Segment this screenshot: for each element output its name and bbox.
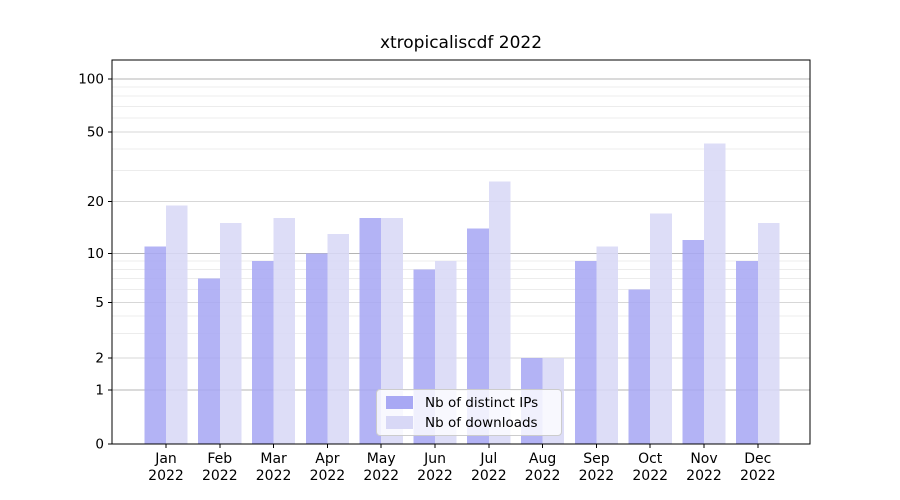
- x-tick-label: Nov 2022: [686, 451, 722, 484]
- legend-swatch-downloads: [386, 416, 413, 429]
- chart-title: xtropicaliscdf 2022: [379, 33, 543, 53]
- x-tick-label: Dec 2022: [740, 451, 776, 484]
- bar-jan-distinct-ips: [144, 246, 166, 444]
- x-tick-label: Jan 2022: [148, 451, 184, 484]
- legend-label-distinct-ips: Nb of distinct IPs: [425, 394, 539, 411]
- bar-apr-downloads: [327, 233, 349, 444]
- bar-sep-distinct-ips: [574, 260, 597, 444]
- y-tick-label: 1: [95, 383, 104, 399]
- x-axis: Jan 2022 Feb 2022 Mar 2022 Apr 2022 May 2022 Jun 20…: [148, 444, 776, 484]
- bar-may-distinct-ips: [359, 218, 382, 444]
- bar-jan-downloads: [166, 205, 188, 444]
- x-tick-label: Jul 2022: [471, 451, 507, 484]
- bar-sep-downloads: [596, 246, 618, 444]
- bar-nov-downloads: [704, 143, 726, 444]
- x-tick-label: May 2022: [363, 451, 399, 484]
- bar-feb-downloads: [219, 223, 242, 444]
- plot-border: [111, 59, 811, 445]
- bar-nov-distinct-ips: [682, 239, 704, 444]
- bar-oct-distinct-ips: [628, 289, 651, 444]
- x-tick-label: Mar 2022: [256, 451, 292, 484]
- x-tick-label: Sep 2022: [579, 451, 615, 484]
- bar-mar-distinct-ips: [252, 260, 274, 444]
- y-tick-label: 10: [87, 246, 104, 262]
- x-tick-label: Apr 2022: [310, 451, 346, 484]
- bar-oct-downloads: [650, 213, 672, 444]
- legend: Nb of distinct IPs Nb of downloads: [376, 389, 562, 436]
- bar-feb-distinct-ips: [198, 278, 220, 444]
- axes: [111, 59, 811, 445]
- y-tick-label: 20: [87, 194, 104, 210]
- bar-may-downloads: [381, 218, 403, 444]
- y-axis: 0 1 2 5 10 20 50 100: [78, 72, 112, 453]
- bar-jul-downloads: [488, 181, 511, 444]
- y-tick-label: 100: [78, 72, 104, 88]
- y-tick-label: 2: [95, 351, 104, 367]
- y-tick-label: 0: [95, 437, 104, 453]
- x-tick-label: Jun 2022: [417, 451, 453, 484]
- x-tick-label: Oct 2022: [632, 451, 668, 484]
- bar-dec-downloads: [757, 223, 780, 444]
- x-tick-label: Aug 2022: [525, 451, 561, 484]
- y-tick-label: 5: [95, 295, 104, 311]
- legend-row-downloads: Nb of downloads: [386, 415, 561, 431]
- bar-apr-distinct-ips: [305, 253, 328, 444]
- y-tick-label: 50: [87, 125, 104, 141]
- legend-swatch-distinct-ips: [386, 396, 413, 409]
- legend-label-downloads: Nb of downloads: [425, 414, 538, 431]
- bar-dec-distinct-ips: [736, 260, 758, 444]
- x-tick-label: Feb 2022: [202, 451, 238, 484]
- bar-mar-downloads: [273, 218, 296, 444]
- legend-row-distinct-ips: Nb of distinct IPs: [386, 395, 561, 411]
